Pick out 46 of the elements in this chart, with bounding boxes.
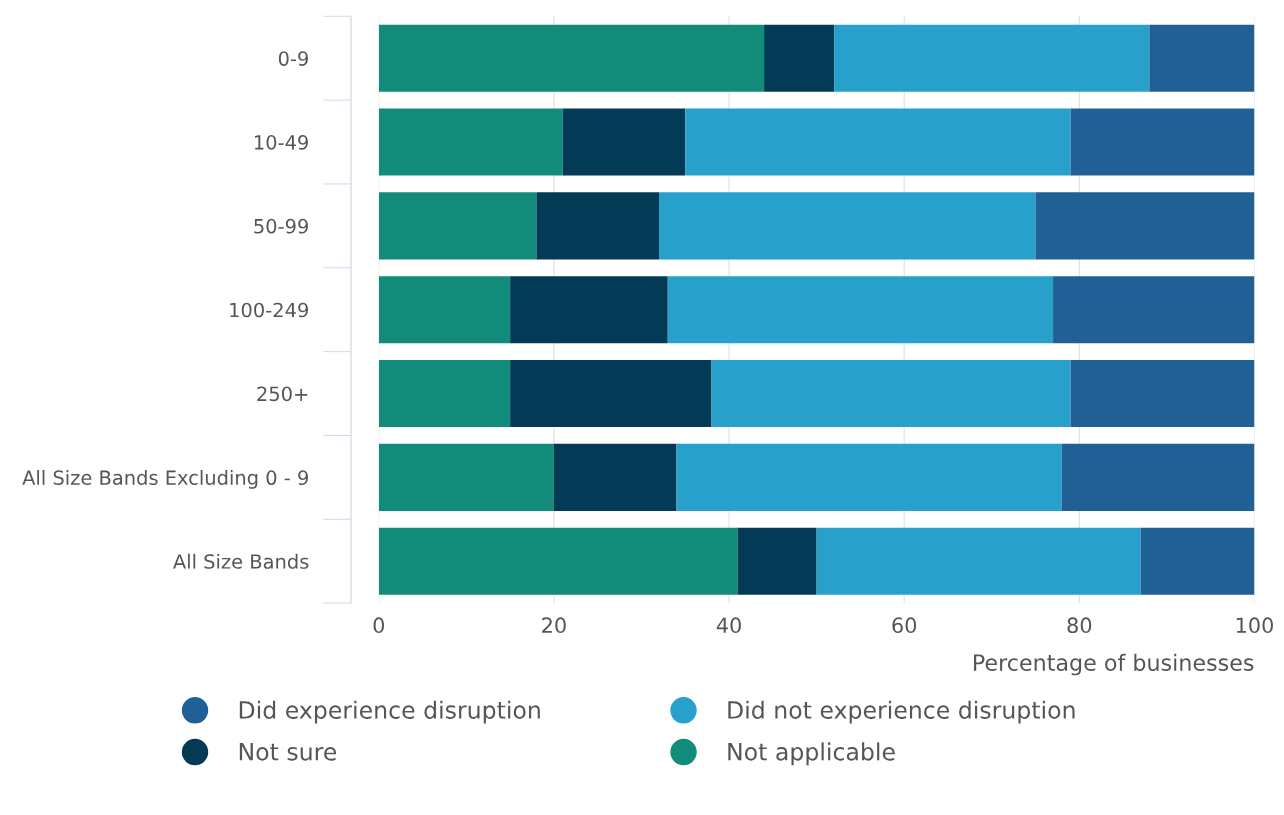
bar (378, 360, 511, 428)
x-axis-title: Percentage of businesses (974, 653, 1254, 676)
x-tick-label: 80 (1067, 617, 1092, 634)
bar (1053, 276, 1255, 344)
y-tick-label: 250+ (257, 386, 308, 402)
legend-label: Did not experience disruption (728, 700, 1075, 724)
bar (1070, 360, 1255, 428)
bar (378, 276, 511, 344)
bar (378, 192, 537, 260)
legend-label: Did experience disruption (239, 700, 540, 724)
x-tick-label: 40 (716, 617, 741, 634)
bar (711, 360, 1071, 428)
bar (378, 527, 738, 595)
bar (1140, 527, 1255, 595)
x-tick-label: 100 (1236, 617, 1273, 634)
bar (536, 192, 659, 260)
bar (1035, 192, 1255, 260)
bar (667, 276, 1054, 344)
bar (676, 443, 1062, 511)
bar (378, 443, 554, 511)
bar (685, 108, 1071, 176)
bar (378, 108, 563, 176)
x-tick-label: 20 (542, 617, 566, 634)
bar (737, 527, 817, 595)
bar (378, 24, 765, 92)
bar (1070, 108, 1255, 176)
y-tick-label: 10-49 (254, 135, 308, 150)
legend-label: Not sure (239, 743, 337, 761)
bar (553, 443, 677, 511)
bar (1149, 24, 1255, 92)
x-tick-label: 60 (892, 617, 917, 634)
legend-label: Not applicable (728, 742, 895, 766)
bar (764, 24, 835, 92)
y-tick-label: 50-99 (254, 218, 308, 234)
bar (834, 24, 1150, 92)
bar (562, 108, 686, 176)
bar (510, 276, 668, 344)
bar (510, 360, 712, 428)
bar (659, 192, 1036, 260)
y-tick-label: All Size Bands (173, 553, 309, 569)
y-tick-label: 100-249 (230, 302, 308, 318)
bar (816, 527, 1141, 595)
x-tick-label: 0 (373, 617, 385, 634)
bar (1061, 443, 1255, 511)
y-tick-label: All Size Bands Excluding 0 - 9 (22, 469, 308, 489)
y-tick-label: 0-9 (278, 51, 308, 66)
